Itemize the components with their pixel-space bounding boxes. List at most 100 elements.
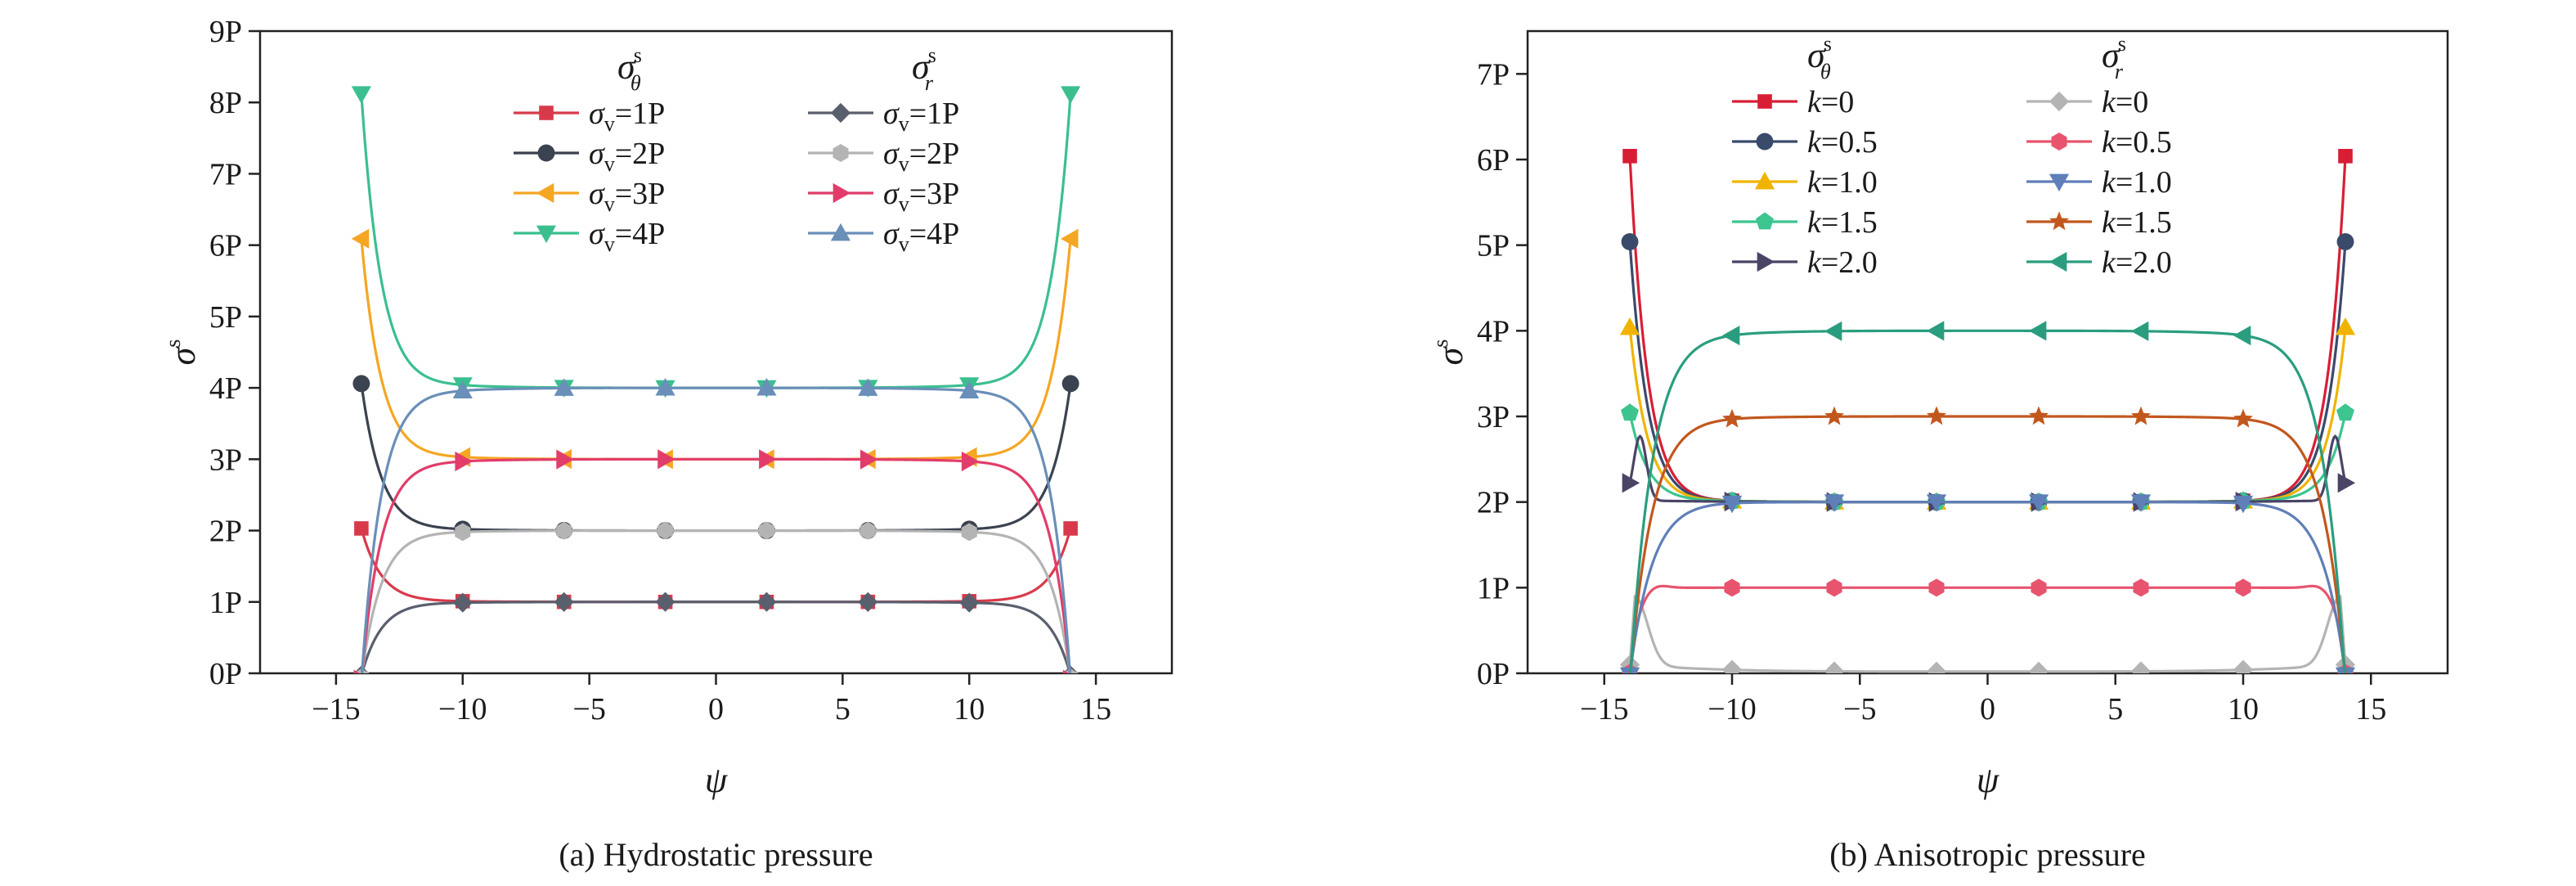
y-tick-label: 2P: [1477, 486, 1510, 520]
x-tick-label: 15: [1080, 692, 1111, 726]
series-line-theta-2: [360, 238, 1072, 461]
legend-marker: [830, 102, 851, 124]
panel-b: −15 −10 −5 0 5 10 15 0P 1P 2P 3P 4P 5P 6P 7P ψ σs (b) Ani…: [1429, 29, 2449, 873]
data-point-r-5: [1926, 661, 1947, 673]
data-point-r-6: [556, 449, 574, 470]
series-line-r-4: [360, 600, 1072, 673]
x-tick-label: 10: [2228, 692, 2259, 726]
data-point-r-7: [554, 378, 574, 396]
data-point-r-7: [2233, 495, 2254, 514]
legend-entry: σv=3P: [883, 177, 959, 216]
series-line-r-9: [1629, 329, 2346, 673]
legend-column-header: σs θ: [1807, 32, 1832, 83]
y-tick-label: 7P: [1477, 57, 1510, 92]
data-point-r-5: [1824, 661, 1845, 673]
x-tick-label: −15: [1580, 692, 1628, 726]
data-point-theta-1: [1061, 375, 1079, 393]
data-point-r-4: [858, 591, 878, 612]
data-point-r-6: [1826, 578, 1842, 597]
y-tick-label: 9P: [209, 15, 242, 49]
legend-marker: [536, 182, 554, 204]
data-point-r-6: [859, 449, 878, 470]
data-point-r-7: [655, 378, 675, 396]
data-point-r-5: [556, 521, 572, 540]
data-point-theta-1: [1621, 233, 1639, 250]
data-point-r-9: [2028, 321, 2047, 341]
data-point-theta-0: [1063, 521, 1078, 536]
legend-entry: σv=1P: [883, 97, 959, 136]
y-tick-label: 3P: [209, 443, 242, 477]
y-tick-label: 6P: [1477, 143, 1510, 178]
data-point-r-8: [1721, 408, 1743, 428]
data-point-r-9: [2130, 321, 2149, 341]
series-line-theta-2: [1628, 326, 2347, 504]
data-point-theta-4: [2337, 473, 2356, 493]
series-line-r-6: [1628, 584, 2347, 673]
data-point-r-4: [452, 592, 473, 613]
y-tick-label: 2P: [209, 515, 242, 549]
y-axis-label: σs: [161, 340, 203, 366]
data-point-r-6: [759, 449, 777, 470]
series-line-theta-1: [1628, 241, 2347, 504]
data-point-r-6: [2031, 578, 2047, 597]
series-line-r-7: [1628, 501, 2347, 673]
x-tick-label: 0: [1980, 692, 1995, 726]
data-point-r-5: [657, 521, 674, 540]
data-point-r-9: [2336, 676, 2353, 695]
series-line-theta-4: [1628, 434, 2347, 504]
legend-marker: [830, 223, 851, 241]
legend-marker: [539, 106, 554, 120]
legend: σs θ σs rσv=1Pσv=2Pσv=3Pσv=4Pσv=1Pσv=2Pσv=3…: [514, 43, 959, 256]
y-tick-label: 8P: [209, 86, 242, 120]
plot-frame: [1526, 29, 2449, 675]
panel-caption: (a) Hydrostatic pressure: [559, 836, 873, 873]
data-point-theta-2: [351, 228, 370, 249]
data-point-theta-0: [1622, 149, 1637, 164]
y-tick-label: 1P: [209, 586, 242, 620]
y-tick-label: 0P: [1477, 657, 1510, 691]
data-point-r-5: [2233, 659, 2254, 673]
data-point-theta-3: [2336, 403, 2354, 421]
data-point-r-7: [2028, 494, 2049, 512]
legend-marker: [1757, 251, 1775, 272]
data-point-r-4: [756, 591, 777, 612]
legend-marker: [832, 182, 851, 204]
legend-entry: k=0.5: [1807, 125, 1878, 160]
data-point-r-6: [1928, 578, 1945, 597]
data-point-r-9: [1721, 325, 1740, 346]
legend-marker: [1757, 94, 1772, 109]
data-point-r-6: [455, 451, 473, 472]
data-point-theta-0: [354, 521, 369, 536]
data-point-r-7: [1070, 672, 1072, 673]
data-point-r-7: [452, 380, 473, 399]
data-point-theta-3: [1621, 403, 1639, 421]
series-line-r-6: [361, 457, 1071, 673]
legend-marker: [1756, 212, 1774, 230]
data-point-r-8: [2028, 406, 2049, 425]
legend-entry: k=0.5: [2102, 125, 2172, 160]
legend-entry: σv=2P: [883, 137, 959, 176]
x-tick-label: 5: [2107, 692, 2123, 726]
legend-entry: σv=1P: [589, 97, 665, 136]
legend-column-header: σs θ: [617, 43, 642, 95]
data-point-r-5: [2130, 661, 2152, 673]
plot-frame: [258, 29, 1174, 675]
data-point-r-6: [1062, 669, 1070, 673]
data-point-r-7: [360, 672, 362, 673]
y-tick-label: 5P: [209, 300, 242, 335]
data-point-r-7: [756, 378, 777, 396]
data-point-r-7: [1721, 495, 1743, 514]
data-point-r-5: [961, 523, 977, 542]
x-tick-label: 15: [2355, 692, 2386, 726]
series-line-r-5: [1628, 595, 2347, 673]
data-point-theta-1: [352, 375, 370, 393]
legend-entry: σv=2P: [589, 137, 665, 176]
data-point-r-6: [657, 449, 675, 470]
series-line-r-5: [361, 528, 1071, 673]
data-point-theta-4: [1622, 473, 1640, 493]
data-point-theta-2: [1619, 317, 1640, 335]
legend-marker: [2051, 133, 2067, 151]
data-point-r-8: [2233, 408, 2254, 428]
series-line-theta-3: [360, 93, 1072, 389]
series-line-r-8: [1629, 415, 2346, 673]
